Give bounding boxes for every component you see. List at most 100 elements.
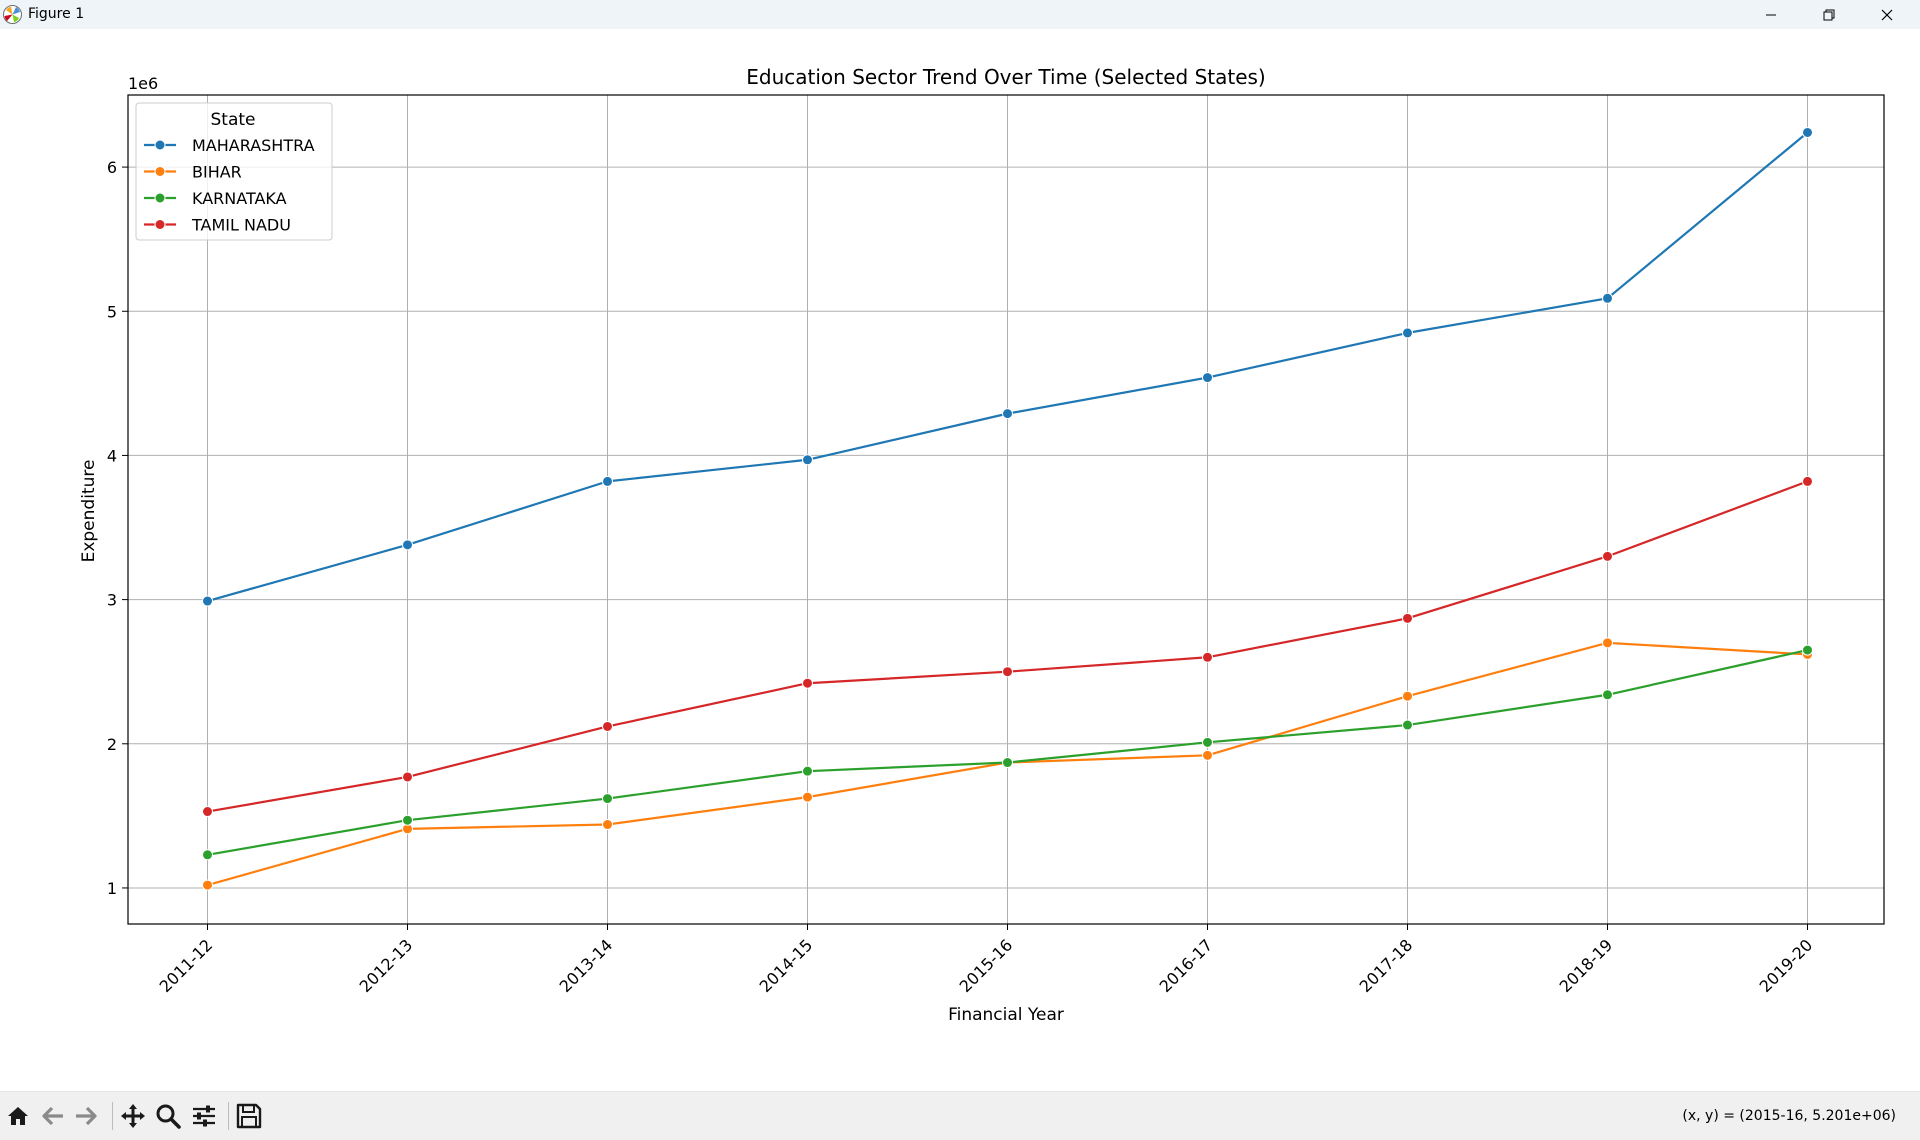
x-tick-label: 2018-19 (1556, 935, 1617, 996)
data-point-bihar (802, 791, 813, 803)
line-chart: 2011-12 2012-13 2013-14 2014-15 2015-16 2016-… (79, 65, 1885, 1025)
configure-subplots-icon (193, 1105, 215, 1127)
forward-arrow-icon (76, 1106, 97, 1126)
x-tick-label: 2011-12 (156, 935, 217, 996)
plot-area (127, 94, 1885, 925)
back-button[interactable] (37, 1100, 69, 1132)
restore-button[interactable] (1800, 0, 1858, 29)
legend-label: TAMIL NADU (191, 216, 291, 235)
data-point-karnataka (1402, 719, 1413, 731)
x-axis-label: Financial Year (948, 1005, 1064, 1025)
legend-marker-swatch (154, 192, 166, 204)
zoom-button[interactable] (152, 1100, 184, 1132)
x-tick-label: 2012-13 (356, 935, 417, 996)
data-point-maharashtra (202, 595, 213, 607)
data-point-tamil-nadu (1402, 612, 1413, 624)
legend-marker-swatch (154, 166, 166, 177)
data-point-tamil-nadu (1002, 666, 1013, 678)
y-axis-label: Expenditure (79, 460, 99, 563)
navigation-toolbar: (x, y) = (2015-16, 5.201e+06) (0, 1091, 1920, 1140)
x-tick-label: 2015-16 (956, 935, 1017, 996)
x-tick-label: 2013-14 (556, 935, 617, 996)
data-point-bihar (202, 879, 213, 891)
legend-item-maharashtra: MAHARASHTRA (144, 136, 315, 155)
data-point-karnataka (202, 849, 213, 861)
legend-item-karnataka: KARNATAKA (144, 189, 287, 208)
y-axis-offset-label: 1e6 (128, 74, 158, 93)
data-point-tamil-nadu (1802, 475, 1813, 487)
x-tick-label: 2017-18 (1356, 935, 1417, 996)
data-point-tamil-nadu (202, 806, 213, 818)
data-point-maharashtra (1402, 327, 1413, 339)
chart-title: Education Sector Trend Over Time (Select… (746, 65, 1265, 89)
y-tick-label: 1 (107, 879, 117, 898)
legend: State MAHARASHTRA BIHAR KARNATAKA TAMIL NAD… (135, 102, 333, 241)
data-point-bihar (1402, 690, 1413, 702)
data-point-karnataka (1202, 736, 1213, 748)
series-group (202, 126, 1813, 891)
grid-lines (128, 95, 1884, 924)
toolbar-separator (112, 1102, 113, 1130)
title-bar: Figure 1 (0, 0, 1920, 29)
restore-icon (1823, 9, 1835, 20)
pan-move-icon (121, 1104, 145, 1128)
data-point-karnataka (1002, 757, 1013, 769)
axis-ticks: 2011-12 2012-13 2013-14 2014-15 2015-16 2016-… (107, 158, 1817, 996)
data-point-karnataka (402, 814, 413, 826)
data-point-tamil-nadu (1202, 651, 1213, 663)
data-point-maharashtra (1202, 372, 1213, 384)
legend-box (135, 102, 333, 241)
data-point-tamil-nadu (602, 720, 613, 732)
legend-label: KARNATAKA (192, 189, 287, 208)
minimize-icon (1766, 14, 1776, 15)
configure-subplots-button[interactable] (188, 1100, 220, 1132)
home-button[interactable] (2, 1100, 34, 1132)
legend-item-tamil-nadu: TAMIL NADU (144, 216, 291, 235)
save-button[interactable] (233, 1100, 265, 1132)
zoom-magnifier-icon (156, 1104, 181, 1129)
save-floppy-icon (236, 1103, 262, 1129)
close-button[interactable] (1858, 0, 1916, 29)
data-point-tamil-nadu (1602, 550, 1613, 562)
x-tick-label: 2019-20 (1756, 935, 1817, 996)
y-tick-label: 2 (107, 735, 117, 754)
data-point-karnataka (1602, 689, 1613, 701)
data-point-maharashtra (1802, 126, 1813, 138)
y-tick-label: 4 (107, 446, 117, 465)
data-point-karnataka (1802, 644, 1813, 656)
y-tick-label: 5 (107, 302, 117, 321)
data-point-maharashtra (402, 539, 413, 551)
legend-marker-swatch (154, 219, 166, 230)
x-tick-label: 2014-15 (756, 935, 817, 996)
legend-label: MAHARASHTRA (192, 136, 315, 155)
data-point-tamil-nadu (802, 677, 813, 689)
data-point-bihar (1602, 637, 1613, 649)
data-point-maharashtra (802, 454, 813, 466)
data-point-tamil-nadu (402, 771, 413, 783)
toolbar-separator (228, 1102, 229, 1130)
data-point-maharashtra (1602, 292, 1613, 304)
data-point-karnataka (802, 765, 813, 777)
legend-item-bihar: BIHAR (144, 163, 242, 182)
pan-button[interactable] (117, 1100, 149, 1132)
legend-marker-swatch (154, 139, 166, 151)
legend-title: State (211, 110, 256, 130)
figure-canvas[interactable]: 2011-12 2012-13 2013-14 2014-15 2015-16 2016-… (0, 29, 1920, 1091)
y-tick-label: 6 (107, 158, 117, 177)
data-point-bihar (1202, 749, 1213, 761)
legend-label: BIHAR (192, 163, 242, 182)
window-title: Figure 1 (28, 6, 85, 22)
home-icon (8, 1107, 28, 1125)
close-icon (1881, 9, 1893, 20)
data-point-maharashtra (602, 475, 613, 487)
x-tick-label: 2016-17 (1156, 935, 1217, 996)
data-point-bihar (602, 819, 613, 831)
back-arrow-icon (42, 1106, 63, 1126)
matplotlib-logo-icon (3, 5, 22, 24)
data-point-karnataka (602, 793, 613, 805)
legend-entries: MAHARASHTRA BIHAR KARNATAKA TAMIL NADU (144, 136, 315, 235)
forward-button[interactable] (70, 1100, 102, 1132)
data-point-maharashtra (1002, 408, 1013, 420)
minimize-button[interactable] (1742, 0, 1800, 29)
